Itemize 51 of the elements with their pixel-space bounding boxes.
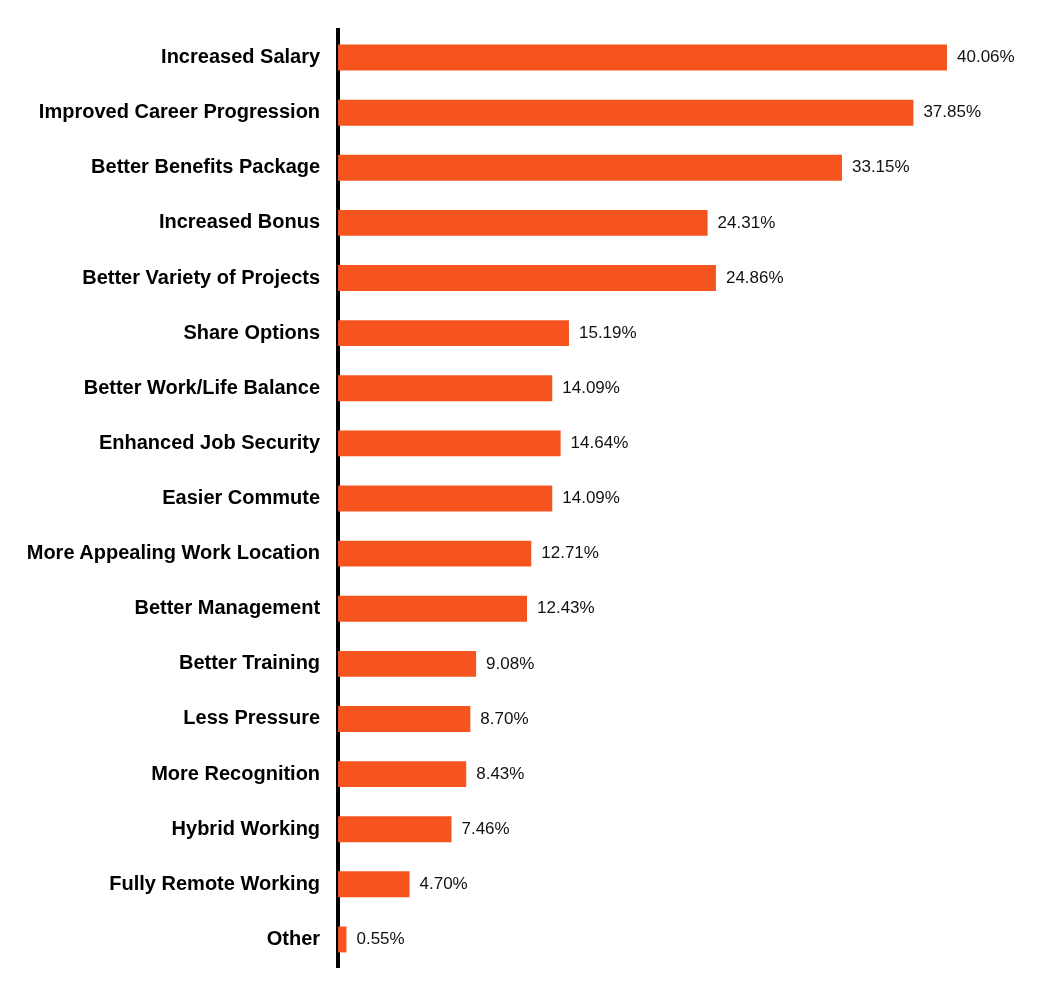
data-label: 12.71% [541, 543, 599, 563]
y-tick-label: More Recognition [151, 761, 321, 784]
data-label: 4.70% [419, 874, 468, 894]
data-label: 12.43% [537, 598, 595, 618]
bar [338, 320, 569, 347]
bar [338, 430, 561, 457]
y-tick-label: Share Options [183, 320, 321, 343]
y-tick-label: Increased Bonus [158, 210, 321, 233]
data-label: 8.70% [480, 708, 529, 728]
bar [338, 99, 914, 126]
y-tick-label: Improved Career Progression [38, 100, 321, 123]
bar [338, 706, 471, 732]
data-label: 37.85% [923, 102, 982, 122]
y-tick-label: More Appealing Work Location [26, 541, 321, 564]
data-label: 15.19% [578, 322, 637, 342]
y-tick-label: Hybrid Working [171, 816, 321, 839]
bar [338, 209, 708, 236]
data-label: 40.06% [957, 47, 1015, 67]
y-tick-label: Other [266, 926, 321, 949]
bar [338, 375, 553, 402]
y-tick-label: Better Training [178, 651, 321, 674]
data-label: 24.86% [725, 267, 784, 287]
data-label: 14.09% [562, 488, 620, 508]
bar [338, 485, 553, 512]
bar [338, 265, 716, 291]
bar [338, 154, 842, 181]
data-label: 8.43% [476, 763, 525, 783]
y-tick-label: Better Work/Life Balance [83, 375, 321, 398]
bar [338, 871, 410, 898]
bar [338, 595, 528, 622]
bar [338, 540, 532, 567]
bar [338, 44, 947, 71]
y-tick-label: Enhanced Job Security [98, 430, 321, 453]
data-label: 14.09% [562, 377, 620, 397]
data-label: 24.31% [717, 212, 776, 232]
data-label: 33.15% [851, 157, 910, 177]
bar [338, 650, 477, 677]
y-tick-label: Fully Remote Working [109, 871, 321, 894]
y-tick-label: Better Management [134, 596, 321, 619]
data-label: 7.46% [461, 818, 510, 838]
y-tick-label: Better Variety of Projects [82, 265, 321, 288]
y-tick-label: Increased Salary [161, 45, 321, 68]
y-tick-label: Better Benefits Package [91, 155, 321, 178]
bar [338, 816, 452, 843]
bar [338, 926, 347, 953]
data-label: 9.08% [486, 653, 535, 673]
y-tick-label: Easier Commute [162, 486, 321, 509]
data-label: 14.64% [570, 433, 629, 453]
y-tick-label: Less Pressure [183, 706, 321, 729]
bar [338, 761, 467, 788]
data-label: 0.55% [356, 929, 405, 949]
